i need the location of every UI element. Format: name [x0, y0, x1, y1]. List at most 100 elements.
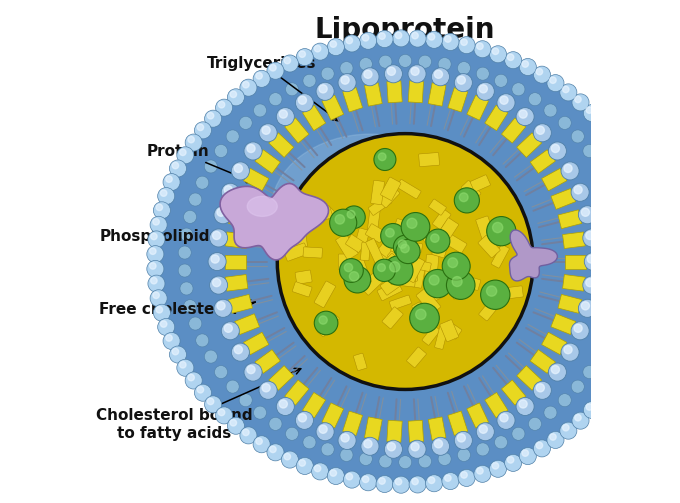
- Circle shape: [536, 442, 543, 449]
- Circle shape: [319, 425, 327, 433]
- Circle shape: [209, 276, 228, 294]
- Circle shape: [398, 54, 411, 67]
- FancyBboxPatch shape: [481, 286, 500, 305]
- FancyBboxPatch shape: [432, 209, 451, 229]
- Circle shape: [579, 206, 596, 224]
- Circle shape: [384, 256, 413, 285]
- Circle shape: [459, 193, 468, 202]
- FancyBboxPatch shape: [426, 280, 444, 301]
- Polygon shape: [558, 210, 582, 229]
- Text: Triglycerides: Triglycerides: [207, 56, 339, 121]
- Circle shape: [458, 37, 475, 54]
- Circle shape: [426, 475, 443, 492]
- FancyBboxPatch shape: [390, 295, 411, 310]
- Circle shape: [548, 363, 566, 381]
- Polygon shape: [387, 421, 402, 442]
- Circle shape: [571, 130, 584, 143]
- Circle shape: [446, 271, 475, 299]
- Circle shape: [617, 228, 630, 241]
- Polygon shape: [541, 332, 567, 355]
- Circle shape: [512, 83, 525, 96]
- Circle shape: [461, 472, 467, 478]
- Circle shape: [431, 68, 449, 86]
- Circle shape: [562, 425, 569, 431]
- Polygon shape: [428, 417, 446, 440]
- Circle shape: [373, 259, 395, 282]
- Circle shape: [151, 278, 157, 284]
- Circle shape: [630, 342, 636, 348]
- Circle shape: [284, 453, 290, 460]
- FancyBboxPatch shape: [295, 270, 312, 284]
- Circle shape: [330, 470, 337, 476]
- Circle shape: [454, 188, 479, 213]
- Circle shape: [153, 292, 159, 298]
- FancyBboxPatch shape: [345, 234, 364, 253]
- Polygon shape: [501, 380, 526, 405]
- Circle shape: [584, 253, 602, 271]
- Polygon shape: [564, 255, 585, 269]
- Circle shape: [476, 443, 490, 456]
- Circle shape: [586, 107, 592, 113]
- Circle shape: [430, 234, 439, 242]
- Polygon shape: [343, 88, 362, 112]
- FancyBboxPatch shape: [284, 243, 308, 261]
- Polygon shape: [243, 169, 269, 191]
- Polygon shape: [255, 150, 280, 174]
- Circle shape: [178, 246, 191, 259]
- Circle shape: [585, 279, 594, 287]
- Circle shape: [581, 302, 590, 310]
- Circle shape: [303, 74, 316, 88]
- Circle shape: [384, 65, 403, 83]
- Circle shape: [407, 218, 417, 228]
- Circle shape: [338, 73, 356, 92]
- Polygon shape: [220, 184, 328, 260]
- Circle shape: [208, 253, 226, 271]
- Circle shape: [574, 186, 582, 194]
- Circle shape: [633, 325, 650, 343]
- Circle shape: [426, 31, 443, 48]
- Circle shape: [254, 406, 267, 419]
- FancyBboxPatch shape: [336, 234, 358, 260]
- Circle shape: [180, 362, 186, 368]
- Circle shape: [619, 246, 632, 259]
- Circle shape: [394, 235, 418, 259]
- Polygon shape: [228, 294, 252, 313]
- Circle shape: [583, 366, 596, 379]
- FancyBboxPatch shape: [439, 218, 458, 239]
- FancyBboxPatch shape: [317, 313, 339, 337]
- Circle shape: [226, 380, 239, 393]
- Circle shape: [235, 346, 243, 354]
- Circle shape: [256, 72, 262, 79]
- Circle shape: [276, 397, 294, 415]
- Circle shape: [267, 62, 284, 79]
- FancyBboxPatch shape: [323, 207, 346, 230]
- Circle shape: [147, 261, 164, 278]
- Circle shape: [330, 209, 357, 236]
- Circle shape: [327, 39, 344, 56]
- Circle shape: [338, 432, 356, 450]
- Circle shape: [169, 160, 186, 177]
- FancyBboxPatch shape: [396, 264, 417, 277]
- FancyBboxPatch shape: [416, 288, 441, 314]
- FancyBboxPatch shape: [367, 208, 380, 231]
- Circle shape: [314, 311, 338, 335]
- Circle shape: [596, 118, 603, 125]
- Circle shape: [207, 398, 214, 404]
- FancyBboxPatch shape: [291, 234, 307, 248]
- Circle shape: [247, 366, 255, 374]
- Circle shape: [388, 443, 396, 451]
- Circle shape: [649, 240, 656, 247]
- Polygon shape: [562, 275, 585, 291]
- Circle shape: [461, 39, 467, 45]
- Circle shape: [364, 440, 372, 448]
- Circle shape: [428, 34, 435, 40]
- Circle shape: [209, 229, 228, 247]
- FancyBboxPatch shape: [377, 281, 402, 301]
- Circle shape: [537, 384, 545, 392]
- Circle shape: [213, 279, 220, 287]
- Circle shape: [571, 322, 589, 340]
- Circle shape: [344, 266, 371, 293]
- Circle shape: [435, 70, 443, 78]
- FancyBboxPatch shape: [503, 286, 524, 299]
- FancyBboxPatch shape: [381, 177, 401, 200]
